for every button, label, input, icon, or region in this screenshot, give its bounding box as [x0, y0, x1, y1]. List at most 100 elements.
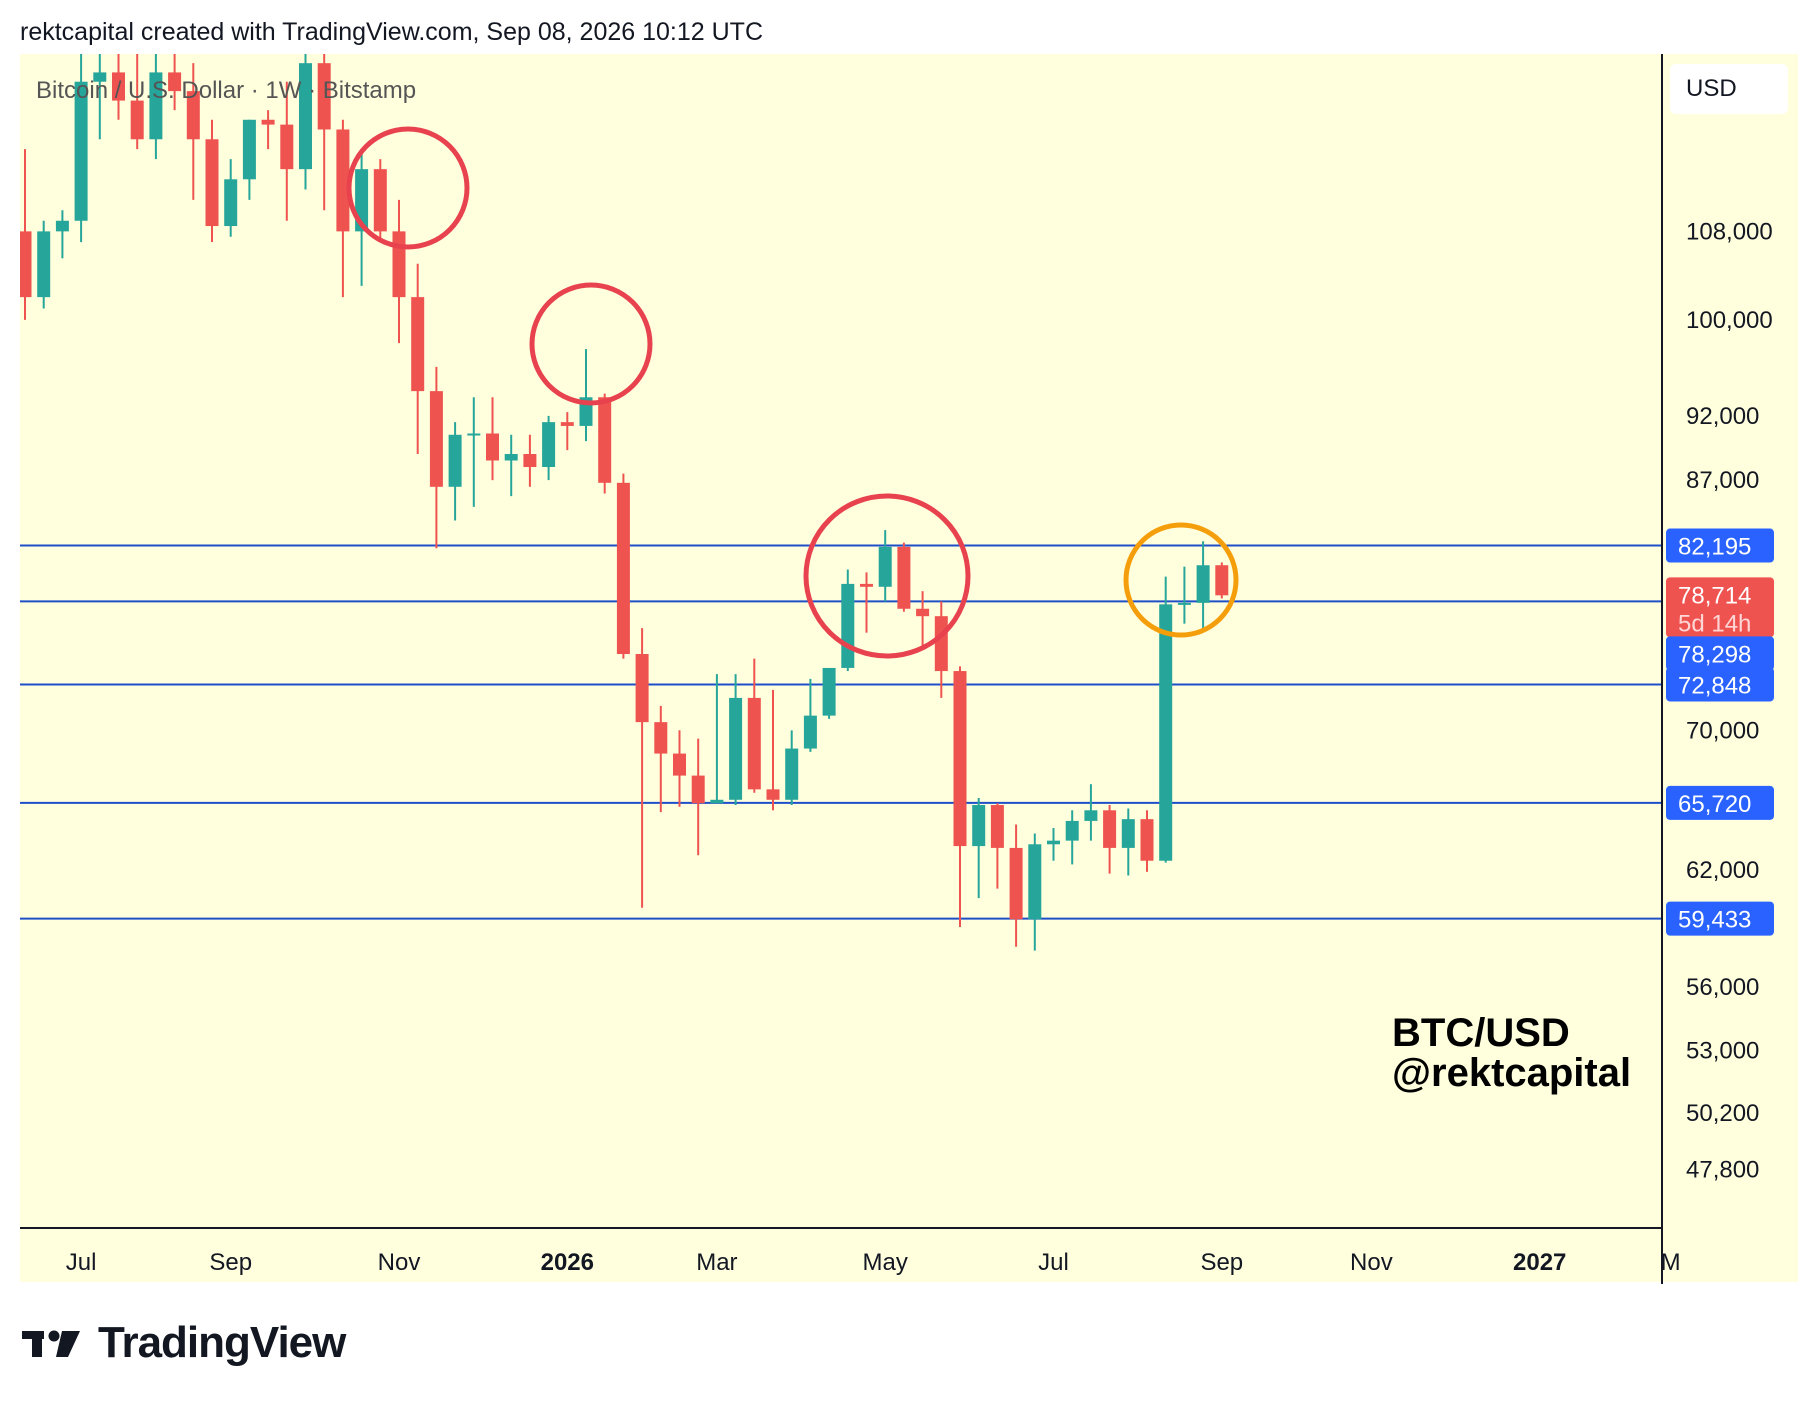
candle[interactable]: [897, 542, 911, 612]
candle[interactable]: [1159, 576, 1173, 863]
candle[interactable]: [1177, 566, 1191, 624]
candle[interactable]: [373, 159, 387, 243]
level-price-label: 72,848: [1678, 672, 1751, 699]
candle[interactable]: [1121, 808, 1135, 876]
candle[interactable]: [841, 569, 855, 672]
candles-layer: [19, 54, 1229, 951]
candle-body: [972, 805, 986, 847]
candle[interactable]: [55, 210, 69, 259]
candle[interactable]: [93, 54, 107, 140]
candle[interactable]: [1065, 810, 1079, 865]
candle[interactable]: [729, 674, 743, 806]
candle[interactable]: [710, 674, 724, 804]
currency-button[interactable]: USD: [1670, 64, 1788, 114]
candle-body: [130, 100, 144, 140]
candle[interactable]: [448, 422, 462, 521]
candle[interactable]: [37, 220, 51, 309]
candle[interactable]: [990, 803, 1004, 889]
candle-body: [598, 397, 612, 483]
candle-body: [747, 697, 761, 790]
candle[interactable]: [803, 678, 817, 752]
candle[interactable]: [542, 415, 556, 481]
candle-body: [392, 231, 406, 298]
candle[interactable]: [654, 705, 668, 813]
candle[interactable]: [523, 434, 537, 487]
candle[interactable]: [1140, 810, 1154, 872]
candle[interactable]: [224, 159, 238, 237]
candle-body: [616, 482, 630, 655]
candle[interactable]: [242, 119, 256, 200]
y-tick-label: 56,000: [1686, 974, 1759, 1001]
candle-body: [1103, 810, 1117, 848]
candle[interactable]: [916, 591, 930, 647]
watermark-pair: BTC/USD: [1392, 1011, 1570, 1055]
candle[interactable]: [766, 689, 780, 811]
candle[interactable]: [429, 366, 443, 549]
candle[interactable]: [467, 397, 481, 507]
candle[interactable]: [336, 119, 350, 298]
candle[interactable]: [1103, 805, 1117, 874]
candle-body: [1047, 840, 1060, 845]
candle[interactable]: [953, 666, 967, 928]
candle[interactable]: [130, 54, 144, 150]
level-price-tag: 82,195: [1666, 528, 1774, 563]
candle[interactable]: [186, 63, 200, 200]
candle[interactable]: [1196, 541, 1210, 629]
candle[interactable]: [1084, 784, 1098, 841]
candle[interactable]: [616, 473, 630, 659]
candle[interactable]: [486, 397, 499, 481]
level-price-label: 78,298: [1678, 641, 1751, 668]
candle[interactable]: [19, 149, 32, 320]
candle-body: [878, 546, 892, 587]
candle[interactable]: [149, 54, 163, 160]
level-price-label: 59,433: [1678, 907, 1751, 934]
x-tick-label: Jul: [66, 1249, 97, 1276]
candle[interactable]: [635, 628, 649, 908]
candle[interactable]: [261, 110, 275, 150]
candle[interactable]: [1215, 562, 1229, 599]
candle[interactable]: [112, 54, 125, 120]
chart-attribution: rektcapital created with TradingView.com…: [20, 18, 764, 46]
candle-body: [860, 583, 873, 587]
candle[interactable]: [1028, 833, 1042, 951]
candle[interactable]: [205, 119, 219, 243]
candle[interactable]: [878, 530, 892, 602]
candle[interactable]: [74, 54, 88, 243]
candle-body: [242, 119, 256, 180]
candle[interactable]: [280, 81, 294, 221]
candle-body: [429, 391, 443, 487]
candle-body: [841, 583, 855, 668]
candle[interactable]: [560, 412, 574, 451]
candle[interactable]: [785, 730, 799, 806]
candle-body: [953, 671, 967, 847]
candle-body: [261, 119, 275, 125]
tradingview-logo-icon: [22, 1330, 80, 1357]
candle[interactable]: [972, 798, 986, 899]
candle[interactable]: [598, 393, 612, 494]
candle[interactable]: [860, 572, 873, 633]
candle-body: [20, 231, 32, 298]
candle[interactable]: [691, 738, 705, 856]
candle-body: [1121, 819, 1135, 848]
tradingview-footer[interactable]: TradingView: [22, 1318, 346, 1368]
candle[interactable]: [299, 54, 312, 190]
candle-body: [168, 72, 182, 92]
candle[interactable]: [747, 658, 761, 793]
y-tick-label: 62,000: [1686, 857, 1759, 884]
candle-body: [504, 454, 518, 461]
candle-body: [1215, 565, 1229, 596]
candle-body: [112, 72, 125, 101]
candle-body: [990, 805, 1004, 848]
candle[interactable]: [411, 263, 425, 455]
candle-body: [710, 799, 724, 804]
candle[interactable]: [1047, 828, 1060, 861]
candle[interactable]: [504, 434, 518, 497]
candle-body: [467, 433, 481, 436]
candle-body: [635, 654, 649, 723]
candle[interactable]: [673, 730, 686, 807]
candle[interactable]: [168, 54, 182, 111]
candle[interactable]: [1009, 824, 1023, 947]
candle[interactable]: [822, 667, 836, 719]
candle[interactable]: [317, 54, 331, 211]
